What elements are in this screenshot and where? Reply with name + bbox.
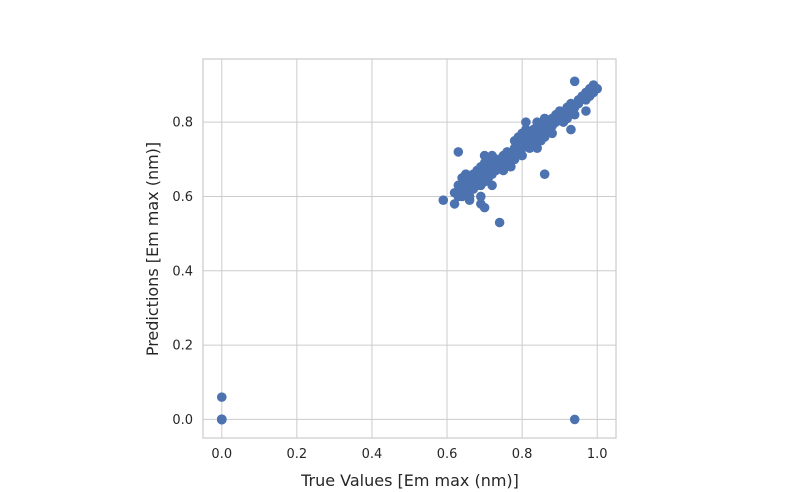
x-tick-label: 0.6 xyxy=(437,447,458,462)
data-point xyxy=(216,414,227,425)
data-point xyxy=(453,147,464,157)
data-point xyxy=(569,109,580,120)
data-point xyxy=(487,180,497,191)
data-point xyxy=(592,83,603,94)
x-tick-label: 1.0 xyxy=(587,447,608,462)
data-point xyxy=(532,143,542,153)
y-axis-label: Predictions [Em max (nm)] xyxy=(143,142,162,356)
y-tick-label: 0.2 xyxy=(172,339,193,354)
y-tick-label: 0.6 xyxy=(172,190,193,205)
plot-frame xyxy=(202,58,617,439)
x-tick-label: 0.8 xyxy=(512,447,533,462)
x-tick-labels: 0.0 0.2 0.4 0.6 0.8 1.0 xyxy=(211,447,607,462)
data-point xyxy=(476,191,486,202)
data-point xyxy=(216,392,227,402)
y-tick-label: 0.8 xyxy=(172,116,193,131)
data-point xyxy=(566,124,576,135)
y-tick-label: 0.4 xyxy=(172,264,193,279)
x-axis-label: True Values [Em max (nm)] xyxy=(300,471,519,490)
y-tick-labels: 0.0 0.2 0.4 0.6 0.8 xyxy=(172,116,193,428)
data-point xyxy=(569,76,580,87)
data-point xyxy=(569,414,580,425)
data-point xyxy=(573,98,584,109)
grid-lines xyxy=(203,59,616,438)
data-point xyxy=(517,150,527,161)
data-point xyxy=(464,195,475,205)
data-point xyxy=(539,169,550,179)
x-tick-label: 0.2 xyxy=(287,447,308,462)
data-point xyxy=(562,113,572,124)
data-point xyxy=(506,161,516,172)
data-point xyxy=(521,117,531,127)
data-point xyxy=(498,165,509,176)
data-point xyxy=(539,132,550,142)
data-point xyxy=(581,106,591,116)
data-point xyxy=(532,117,542,127)
data-point xyxy=(449,199,460,209)
data-points xyxy=(216,76,603,425)
y-tick-label: 0.0 xyxy=(172,413,193,428)
data-point xyxy=(438,195,449,205)
data-point xyxy=(476,199,486,209)
x-tick-label: 0.4 xyxy=(362,447,383,462)
data-point xyxy=(509,154,520,165)
data-point xyxy=(547,128,557,139)
x-tick-label: 0.0 xyxy=(211,447,232,462)
data-point xyxy=(494,217,505,228)
